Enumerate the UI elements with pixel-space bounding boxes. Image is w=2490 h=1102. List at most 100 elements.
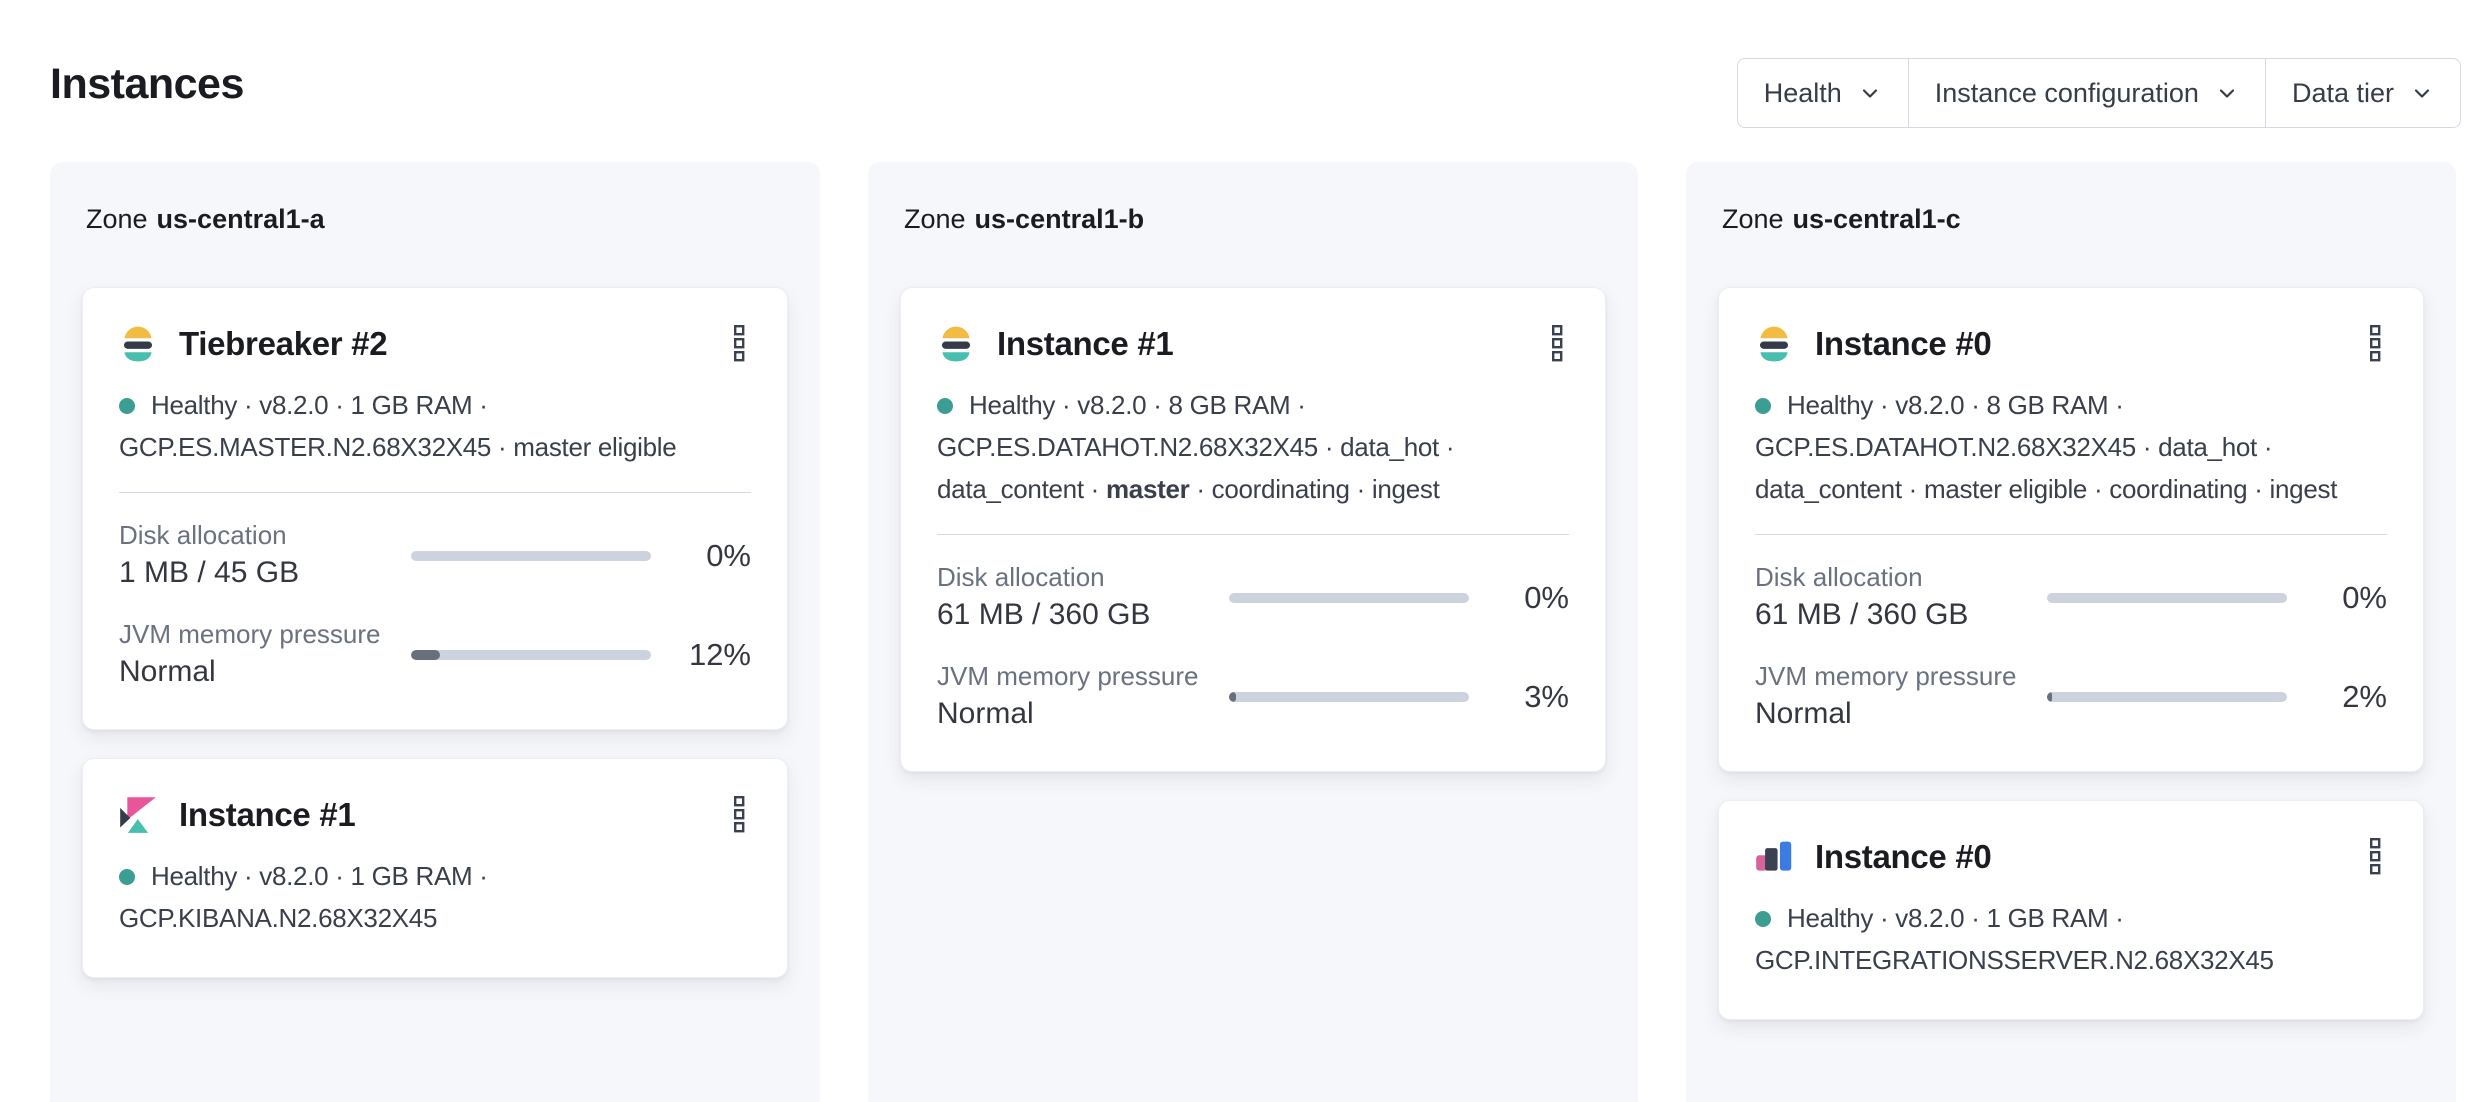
disk-progress-bar <box>1229 592 1469 603</box>
zones-container: Zone us-central1-a Tiebreaker #2 Healthy … <box>50 162 2456 1102</box>
metric-label: Disk allocation <box>1755 562 1923 592</box>
card-divider <box>119 492 751 493</box>
chevron-down-icon <box>2414 89 2430 98</box>
metric-text-block: Disk allocation 61 MB / 360 GB <box>937 561 1229 634</box>
metric-value: Normal <box>1755 697 1852 730</box>
filter-instance-configuration-button[interactable]: Instance configuration <box>1907 59 2265 127</box>
filter-group: Health Instance configuration Data tier <box>1736 58 2461 128</box>
metric-percent: 2% <box>2342 678 2387 714</box>
metric-percent: 0% <box>2342 579 2387 615</box>
metric-disk-allocation: Disk allocation 61 MB / 360 GB 0% <box>1755 561 2387 634</box>
metric-percent: 12% <box>688 636 751 672</box>
zone-name: us-central1-a <box>156 204 325 234</box>
zone-title: Zone us-central1-b <box>904 204 1145 234</box>
health-status-dot <box>119 869 135 885</box>
instance-card-tiebreaker-2: Tiebreaker #2 Healthy · v8.2.0 · 1 GB RA… <box>82 287 788 730</box>
instance-card-integrations-0: Instance #0 Healthy · v8.2.0 · 1 GB RAM … <box>1718 800 2424 1020</box>
jvm-progress-bar <box>1229 691 1469 702</box>
boxes-vertical-icon <box>2369 325 2381 362</box>
metric-text-block: Disk allocation 61 MB / 360 GB <box>1755 561 2047 634</box>
instance-title: Tiebreaker #2 <box>179 325 388 362</box>
meta-text: Healthy · v8.2.0 · 8 GB RAM · GCP.ES.DAT… <box>1755 390 2338 504</box>
instance-meta: Healthy · v8.2.0 · 1 GB RAM · GCP.INTEGR… <box>1755 897 2387 981</box>
zone-title: Zone us-central1-a <box>86 204 325 234</box>
instance-title: Instance #0 <box>1815 838 1992 875</box>
meta-text: Healthy · v8.2.0 · 8 GB RAM · GCP.ES.DAT… <box>937 390 1455 504</box>
metric-value: Normal <box>937 697 1034 730</box>
instance-card-kibana-1: Instance #1 Healthy · v8.2.0 · 1 GB RAM … <box>82 758 788 978</box>
kebab-menu-button[interactable] <box>2363 322 2387 366</box>
progress-fill <box>1229 691 1237 702</box>
metric-label: JVM memory pressure <box>1755 661 2017 691</box>
metric-percent: 0% <box>1524 579 1569 615</box>
page-title: Instances <box>50 60 244 108</box>
instance-meta: Healthy · v8.2.0 · 1 GB RAM · GCP.ES.MAS… <box>119 384 751 468</box>
instance-meta: Healthy · v8.2.0 · 8 GB RAM · GCP.ES.DAT… <box>1755 384 2387 510</box>
card-header: Instance #1 <box>937 322 1569 366</box>
metric-label: JVM memory pressure <box>937 661 1199 691</box>
kebab-menu-button[interactable] <box>1545 322 1569 366</box>
card-divider <box>1755 534 2387 535</box>
filter-instance-configuration-label: Instance configuration <box>1934 77 2199 108</box>
metric-percent: 3% <box>1524 678 1569 714</box>
filter-data-tier-button[interactable]: Data tier <box>2264 59 2460 127</box>
elasticsearch-logo-icon <box>123 326 153 362</box>
meta-text: Healthy · v8.2.0 · 1 GB RAM · GCP.INTEGR… <box>1755 903 2274 975</box>
zone-panel-us-central1-a: Zone us-central1-a Tiebreaker #2 Healthy … <box>50 162 820 1102</box>
metric-label: Disk allocation <box>937 562 1105 592</box>
boxes-vertical-icon <box>1551 325 1563 362</box>
card-header: Instance #0 <box>1755 322 2387 366</box>
kebab-menu-button[interactable] <box>727 322 751 366</box>
zone-panel-us-central1-c: Zone us-central1-c Instance #0 Healthy · … <box>1686 162 2456 1102</box>
health-status-dot <box>1755 911 1771 927</box>
meta-text: Healthy · v8.2.0 · 1 GB RAM · GCP.KIBANA… <box>119 861 488 933</box>
jvm-progress-bar <box>2047 691 2287 702</box>
meta-text-bold: master <box>1105 474 1190 504</box>
filter-data-tier-label: Data tier <box>2291 77 2394 108</box>
health-status-dot <box>937 398 953 414</box>
metric-text-block: JVM memory pressure Normal <box>1755 660 2047 733</box>
metric-disk-allocation: Disk allocation 1 MB / 45 GB 0% <box>119 519 751 592</box>
elasticsearch-logo-icon <box>941 326 971 362</box>
metric-jvm-memory-pressure: JVM memory pressure Normal 2% <box>1755 660 2387 733</box>
metric-text-block: Disk allocation 1 MB / 45 GB <box>119 519 411 592</box>
kebab-menu-button[interactable] <box>727 793 751 837</box>
kebab-menu-button[interactable] <box>2363 835 2387 879</box>
zone-panel-us-central1-b: Zone us-central1-b Instance #1 Healthy · … <box>868 162 1638 1102</box>
chevron-down-icon <box>2219 89 2235 98</box>
metric-value: 61 MB / 360 GB <box>1755 598 1969 631</box>
progress-fill <box>2047 691 2052 702</box>
card-header: Instance #1 <box>119 793 751 837</box>
instance-meta: Healthy · v8.2.0 · 1 GB RAM · GCP.KIBANA… <box>119 855 751 939</box>
filter-health-label: Health <box>1763 77 1842 108</box>
chevron-down-icon <box>1862 89 1877 98</box>
instance-title: Instance #1 <box>997 325 1174 362</box>
metric-percent: 0% <box>706 537 751 573</box>
progress-fill <box>411 649 440 660</box>
metric-label: JVM memory pressure <box>119 619 381 649</box>
jvm-progress-bar <box>411 649 651 660</box>
instance-title: Instance #1 <box>179 796 356 833</box>
meta-text: Healthy · v8.2.0 · 1 GB RAM · GCP.ES.MAS… <box>119 390 677 462</box>
metric-value: 1 MB / 45 GB <box>119 556 300 589</box>
metric-disk-allocation: Disk allocation 61 MB / 360 GB 0% <box>937 561 1569 634</box>
metric-jvm-memory-pressure: JVM memory pressure Normal 3% <box>937 660 1569 733</box>
card-divider <box>937 534 1569 535</box>
card-header: Tiebreaker #2 <box>119 322 751 366</box>
elasticsearch-logo-icon <box>1759 326 1789 362</box>
card-header: Instance #0 <box>1755 835 2387 879</box>
zone-name: us-central1-b <box>974 204 1145 234</box>
health-status-dot <box>119 398 135 414</box>
boxes-vertical-icon <box>2369 838 2381 875</box>
metric-value: 61 MB / 360 GB <box>937 598 1151 631</box>
metric-text-block: JVM memory pressure Normal <box>119 618 411 691</box>
health-status-dot <box>1755 398 1771 414</box>
disk-progress-bar <box>2047 592 2287 603</box>
zone-title: Zone us-central1-c <box>1722 204 1961 234</box>
disk-progress-bar <box>411 550 651 561</box>
instance-meta: Healthy · v8.2.0 · 8 GB RAM · GCP.ES.DAT… <box>937 384 1569 510</box>
metric-jvm-memory-pressure: JVM memory pressure Normal 12% <box>119 618 751 691</box>
filter-health-button[interactable]: Health <box>1738 59 1908 127</box>
metric-label: Disk allocation <box>119 520 287 550</box>
